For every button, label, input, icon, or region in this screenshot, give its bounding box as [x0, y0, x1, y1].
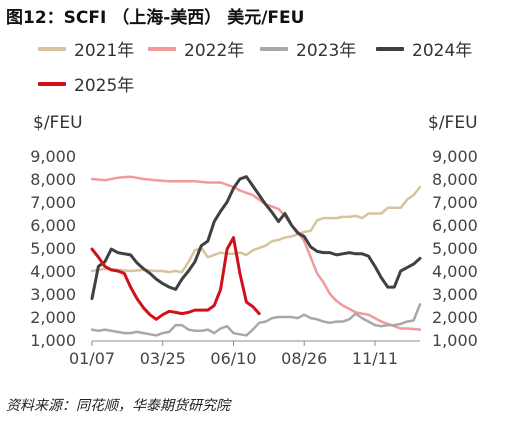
x-tick-label: 01/07	[69, 349, 115, 368]
legend-item-2022: 2022年	[148, 36, 244, 61]
chart-title: 图12：SCFI （上海-美西） 美元/FEU	[6, 8, 305, 28]
source-note: 资料来源：同花顺，华泰期货研究院	[6, 398, 230, 414]
x-tick-label: 03/25	[140, 349, 186, 368]
y-tick-label-right: 5,000	[432, 239, 478, 258]
y-tick-label-right: 3,000	[432, 285, 478, 304]
y-tick-label-left: 4,000	[30, 262, 76, 281]
legend-label-2021: 2021年	[74, 41, 135, 61]
chart-axes: 1,000 1,000 2,000 2,000 3,000 3,000 4,000 4,000…	[30, 147, 478, 368]
legend-swatch-2024	[376, 46, 404, 51]
y-tick-label-left: 5,000	[30, 239, 76, 258]
y-tick-label-left: 8,000	[30, 170, 76, 189]
legend-item-2024: 2024年	[376, 36, 472, 61]
legend-item-2025: 2025年	[38, 71, 134, 96]
x-tick-label: 11/11	[352, 349, 398, 368]
y-tick-label-right: 1,000	[432, 331, 478, 350]
legend-label-2024: 2024年	[412, 41, 473, 61]
y-tick-label-left: 9,000	[30, 147, 76, 166]
y-tick-label-left: 2,000	[30, 308, 76, 327]
y-axis-unit-left: $/FEU	[33, 113, 83, 133]
y-tick-label-left: 7,000	[30, 193, 76, 212]
y-tick-label-right: 7,000	[432, 193, 478, 212]
series-line-2021	[90, 185, 422, 274]
y-tick-label-right: 4,000	[432, 262, 478, 281]
legend-label-2022: 2022年	[184, 41, 245, 61]
y-tick-label-left: 3,000	[30, 285, 76, 304]
legend-swatch-2023	[260, 46, 288, 51]
series-line-2024	[90, 175, 422, 301]
legend-label-2023: 2023年	[296, 41, 357, 61]
y-tick-label-right: 6,000	[432, 216, 478, 235]
legend-swatch-2021	[38, 46, 66, 51]
legend-swatch-2022	[148, 46, 176, 51]
legend-item-2021: 2021年	[38, 36, 134, 61]
series-line-2025	[90, 236, 261, 321]
legend-swatch-2025	[38, 81, 66, 86]
y-tick-label-right: 9,000	[432, 147, 478, 166]
y-tick-label-left: 1,000	[30, 331, 76, 350]
legend-label-2025: 2025年	[74, 76, 135, 96]
y-axis-unit-right: $/FEU	[428, 113, 478, 133]
x-tick-label: 06/10	[210, 349, 256, 368]
legend-item-2023: 2023年	[260, 36, 356, 61]
y-tick-label-right: 2,000	[432, 308, 478, 327]
x-tick-label: 08/26	[281, 349, 327, 368]
y-tick-label-left: 6,000	[30, 216, 76, 235]
series-line-2023	[90, 303, 422, 337]
chart-series	[90, 175, 422, 337]
y-tick-label-right: 8,000	[432, 170, 478, 189]
